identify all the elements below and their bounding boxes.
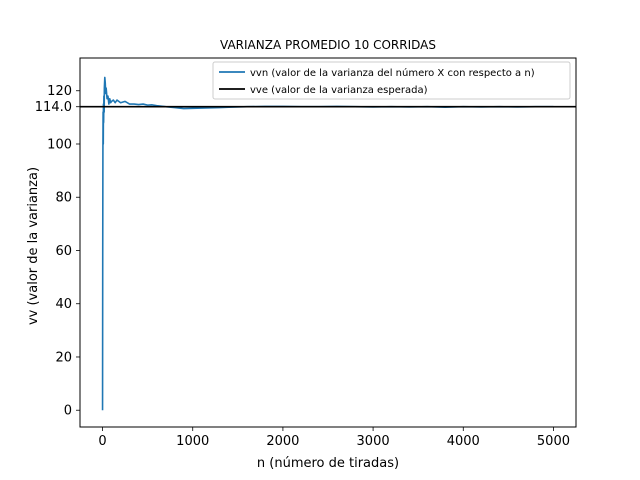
x-axis-label: n (número de tiradas) xyxy=(257,456,399,471)
y-tick-label-expected: 114.0 xyxy=(35,100,72,115)
y-tick-label: 100 xyxy=(47,137,72,152)
y-tick-label: 20 xyxy=(55,350,72,365)
legend-label-vvn: vvn (valor de la varianza del número X c… xyxy=(250,67,535,79)
y-tick-label: 40 xyxy=(55,297,72,312)
legend: vvn (valor de la varianza del número X c… xyxy=(212,61,571,100)
plot-frame xyxy=(79,57,577,428)
y-tick-label: 80 xyxy=(55,191,72,206)
y-tick-label: 60 xyxy=(55,244,72,259)
x-axis: 0 1000 2000 3000 4000 5000 xyxy=(98,427,570,449)
y-tick-label: 120 xyxy=(47,84,72,99)
x-tick-label: 3000 xyxy=(357,434,390,449)
x-tick-label: 4000 xyxy=(447,434,480,449)
legend-label-vve: vve (valor de la varianza esperada) xyxy=(250,85,428,96)
legend-frame xyxy=(212,61,571,100)
x-tick-label: 5000 xyxy=(537,434,570,449)
x-tick-label: 0 xyxy=(98,434,106,449)
x-tick-label: 1000 xyxy=(176,434,209,449)
y-axis-label: vv (valor de la varianza) xyxy=(26,167,41,325)
chart-title: VARIANZA PROMEDIO 10 CORRIDAS xyxy=(220,38,436,52)
x-tick-label: 2000 xyxy=(266,434,299,449)
y-tick-label: 0 xyxy=(64,404,72,419)
